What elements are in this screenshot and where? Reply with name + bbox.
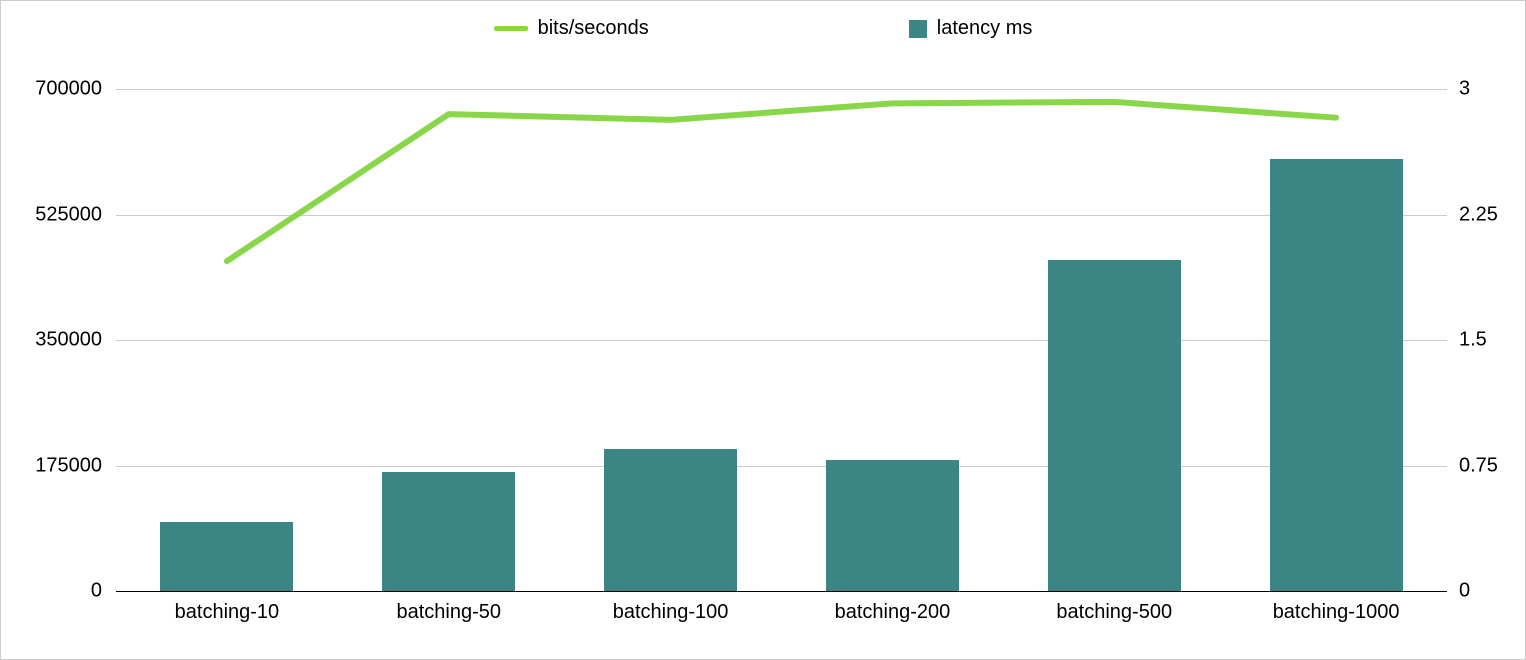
y-left-tick-label: 0 — [91, 580, 102, 603]
y-left-tick-label: 175000 — [35, 454, 102, 477]
legend-label-bar: latency ms — [937, 17, 1033, 40]
y-left-tick-label: 700000 — [35, 78, 102, 101]
legend-label-line: bits/seconds — [538, 17, 649, 40]
line-swatch-icon — [494, 26, 528, 31]
legend: bits/seconds latency ms — [1, 17, 1525, 40]
chart-container: bits/seconds latency ms 0 175000 350000 525… — [0, 0, 1526, 660]
line-series — [116, 89, 1447, 591]
x-axis-baseline — [116, 591, 1447, 592]
y-left-tick-label: 350000 — [35, 329, 102, 352]
y-right-tick-label: 3 — [1459, 78, 1470, 101]
square-swatch-icon — [909, 20, 927, 38]
x-tick-label: batching-100 — [613, 601, 729, 624]
y-right-tick-label: 2.25 — [1459, 203, 1498, 226]
plot-area — [116, 89, 1447, 591]
y-right-tick-label: 0.75 — [1459, 454, 1498, 477]
y-right-tick-label: 1.5 — [1459, 329, 1487, 352]
y-right-tick-label: 0 — [1459, 580, 1470, 603]
x-tick-label: batching-1000 — [1273, 601, 1400, 624]
y-left-tick-label: 525000 — [35, 203, 102, 226]
legend-item-bar: latency ms — [909, 17, 1033, 40]
x-tick-label: batching-10 — [175, 601, 280, 624]
x-tick-label: batching-50 — [396, 601, 501, 624]
legend-item-line: bits/seconds — [494, 17, 649, 40]
x-tick-label: batching-200 — [835, 601, 951, 624]
x-tick-label: batching-500 — [1056, 601, 1172, 624]
